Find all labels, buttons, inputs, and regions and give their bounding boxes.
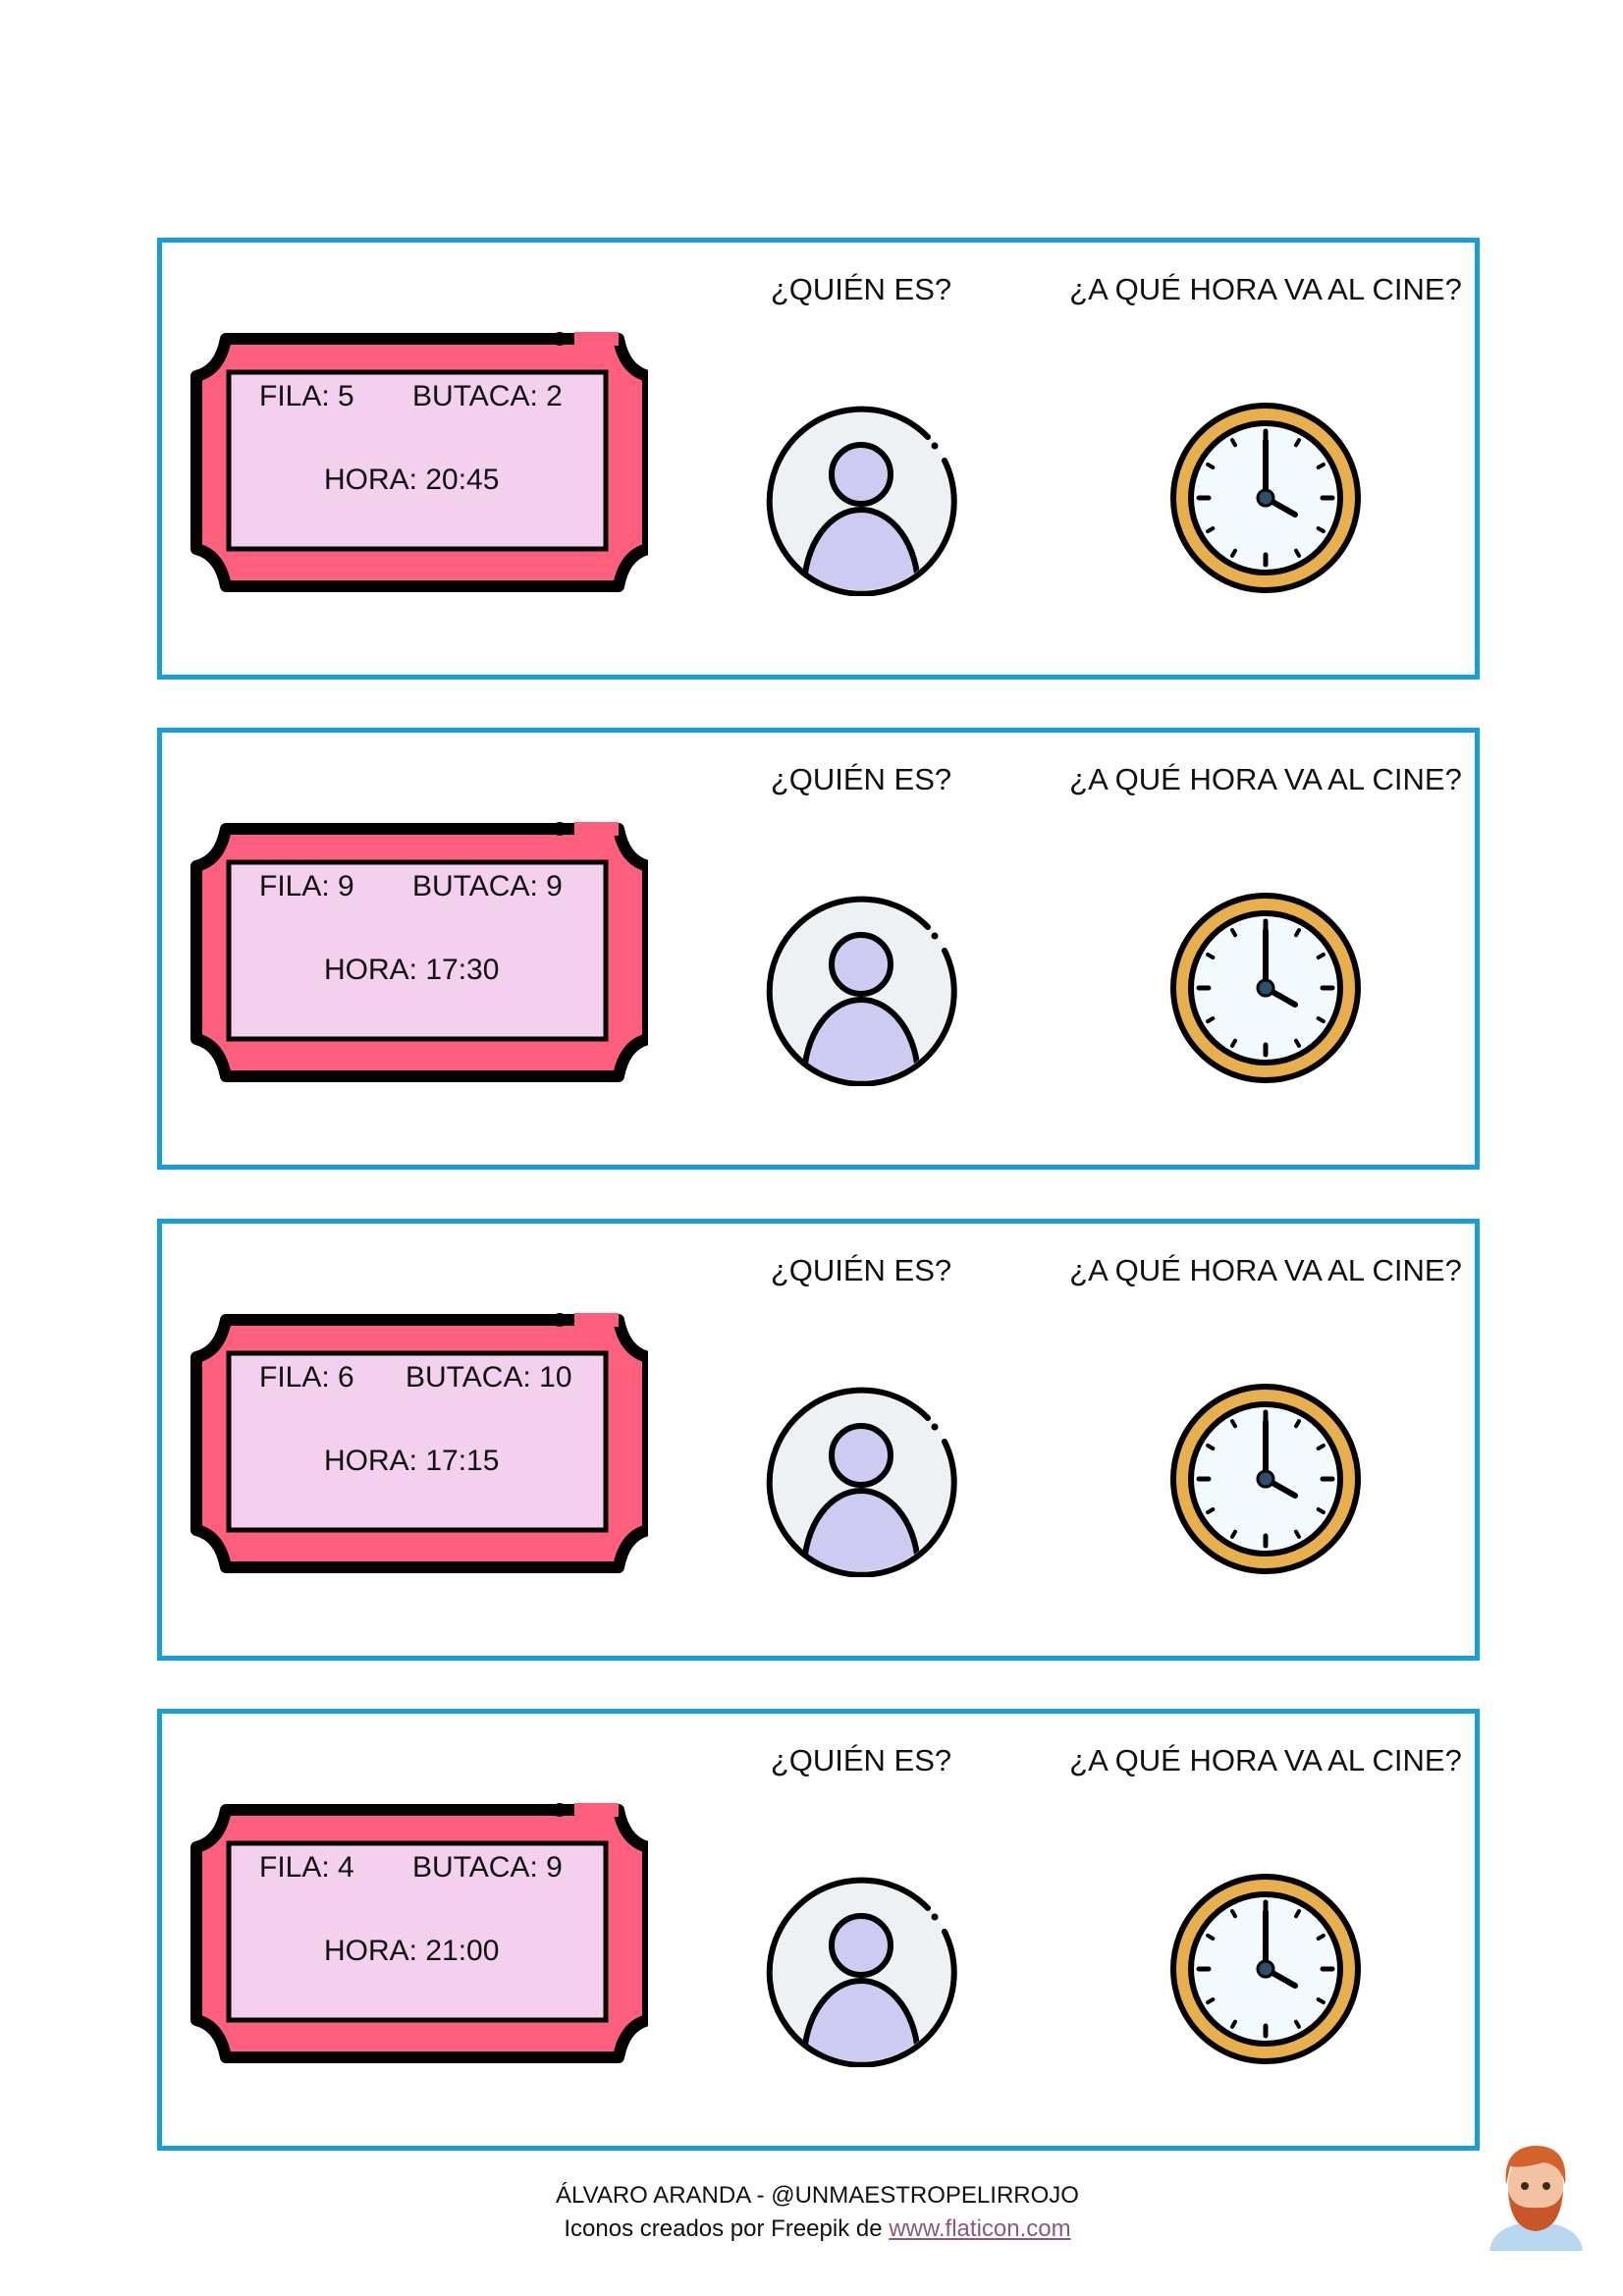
person-icon: [766, 1387, 957, 1578]
clock-icon: [1170, 403, 1361, 593]
who-question: ¿QUIÉN ES?: [770, 762, 952, 796]
clock-answer: [1167, 1381, 1364, 1577]
person-answer: [763, 890, 959, 1087]
person-answer: [763, 1871, 959, 2068]
seat-label: BUTACA: 9: [412, 870, 563, 902]
time-question: ¿A QUÉ HORA VA AL CINE?: [1069, 762, 1462, 796]
who-question: ¿QUIÉN ES?: [770, 272, 952, 306]
row-label: FILA: 5: [259, 380, 354, 412]
ticket-shape: [190, 332, 654, 592]
time-label: HORA: 17:30: [324, 954, 500, 986]
person-answer: [763, 400, 959, 597]
flaticon-link[interactable]: www.flaticon.com: [889, 2215, 1071, 2242]
ticket-card: ¿QUIÉN ES? ¿A QUÉ HORA VA AL CINE? FILA:…: [157, 1709, 1480, 2151]
clock-answer: [1167, 890, 1364, 1086]
person-icon: [766, 406, 957, 597]
cinema-ticket: FILA: 5 BUTACA: 2 HORA: 20:45: [187, 327, 654, 598]
row-label: FILA: 9: [259, 870, 354, 902]
clock-answer: [1167, 1871, 1364, 2067]
clock-icon: [1170, 1874, 1361, 2064]
ticket-card: ¿QUIÉN ES? ¿A QUÉ HORA VA AL CINE? FILA:…: [157, 238, 1480, 680]
who-question: ¿QUIÉN ES?: [770, 1743, 952, 1777]
clock-icon: [1170, 893, 1361, 1083]
cinema-ticket: FILA: 6 BUTACA: 10 HORA: 17:15: [187, 1308, 654, 1579]
ticket-card: ¿QUIÉN ES? ¿A QUÉ HORA VA AL CINE? FILA:…: [157, 1219, 1480, 1661]
seat-label: BUTACA: 9: [412, 1851, 563, 1884]
time-label: HORA: 21:00: [324, 1935, 500, 1967]
row-label: FILA: 4: [259, 1851, 354, 1884]
ticket-shape: [190, 1313, 654, 1573]
time-question: ¿A QUÉ HORA VA AL CINE?: [1069, 1253, 1462, 1287]
avatar-logo: [1489, 2145, 1583, 2251]
time-question: ¿A QUÉ HORA VA AL CINE?: [1069, 272, 1462, 306]
author-credit: ÁLVARO ARANDA - @UNMAESTROPELIRROJO: [556, 2182, 1079, 2209]
person-answer: [763, 1381, 959, 1578]
who-question: ¿QUIÉN ES?: [770, 1253, 952, 1287]
person-icon: [766, 1877, 957, 2068]
cinema-ticket: FILA: 9 BUTACA: 9 HORA: 17:30: [187, 817, 654, 1088]
clock-icon: [1170, 1384, 1361, 1574]
time-label: HORA: 20:45: [324, 464, 500, 496]
seat-label: BUTACA: 10: [406, 1361, 572, 1394]
icon-credit: Iconos creados por Freepik de www.flatic…: [0, 2215, 1623, 2243]
ticket-shape: [190, 1803, 654, 2063]
person-icon: [766, 896, 957, 1087]
cinema-ticket: FILA: 4 BUTACA: 9 HORA: 21:00: [187, 1798, 654, 2069]
time-question: ¿A QUÉ HORA VA AL CINE?: [1069, 1743, 1462, 1777]
credit-text: Iconos creados por Freepik de: [564, 2215, 890, 2242]
seat-label: BUTACA: 2: [412, 380, 563, 412]
clock-answer: [1167, 400, 1364, 596]
ticket-card: ¿QUIÉN ES? ¿A QUÉ HORA VA AL CINE? FILA:…: [157, 728, 1480, 1170]
row-label: FILA: 6: [259, 1361, 354, 1394]
time-label: HORA: 17:15: [324, 1445, 500, 1477]
ticket-shape: [190, 822, 654, 1082]
